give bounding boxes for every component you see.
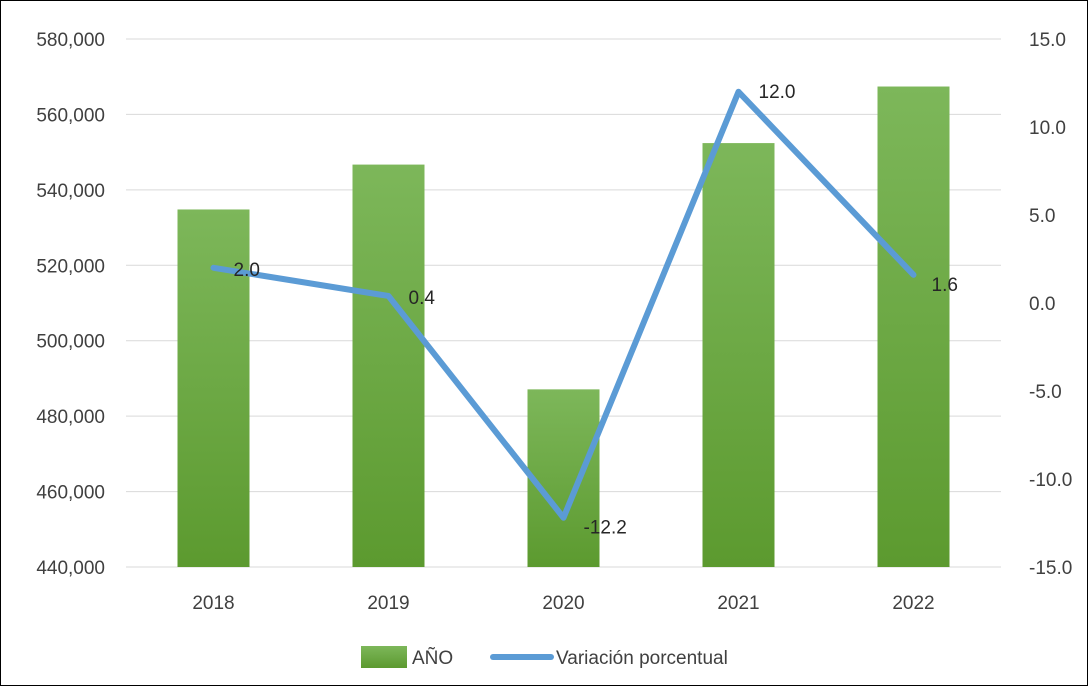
y-left-tick-label: 580,000	[36, 30, 105, 51]
y-right-tick-label: 15.0	[1029, 30, 1066, 51]
bar-2021	[702, 143, 775, 567]
y-right-tick-label: 0.0	[1029, 294, 1055, 315]
data-label-2018: 2.0	[234, 260, 260, 281]
legend-label-bar: AÑO	[412, 647, 453, 669]
x-tick-label: 2020	[542, 593, 584, 614]
bar-2022	[877, 86, 950, 568]
legend-label-line: Variación porcentual	[556, 648, 728, 669]
data-label-2022: 1.6	[932, 275, 958, 296]
y-right-tick-label: -10.0	[1029, 470, 1072, 491]
bar-2019	[352, 164, 425, 568]
y-left-tick-label: 560,000	[36, 105, 105, 126]
y-left-tick-label: 540,000	[36, 181, 105, 202]
data-label-2021: 12.0	[759, 82, 796, 103]
data-label-2020: -12.2	[584, 518, 627, 539]
legend-swatch-bar	[361, 646, 407, 668]
y-left-tick-label: 500,000	[36, 332, 105, 353]
y-right-tick-label: 5.0	[1029, 206, 1055, 227]
y-left-tick-label: 440,000	[36, 558, 105, 579]
y-left-tick-label: 520,000	[36, 256, 105, 277]
y-left-tick-label: 480,000	[36, 407, 105, 428]
y-left-tick-label: 460,000	[36, 483, 105, 504]
bar-2020	[527, 389, 600, 567]
bar-series	[177, 86, 950, 568]
x-tick-label: 2018	[192, 593, 234, 614]
line-series	[210, 88, 917, 521]
axes: 440,000 460,000 480,000 500,000 520,000 540,0…	[36, 30, 1072, 614]
data-label-2019: 0.4	[409, 288, 436, 309]
y-right-tick-label: -5.0	[1029, 382, 1062, 403]
x-tick-label: 2021	[717, 593, 759, 614]
y-right-tick-label: -15.0	[1029, 558, 1072, 579]
data-labels: 2.0 0.4 -12.2 12.0 1.6	[234, 82, 958, 539]
x-tick-label: 2022	[892, 593, 934, 614]
y-right-tick-label: 10.0	[1029, 118, 1066, 139]
legend: AÑO Variación porcentual	[361, 646, 728, 669]
x-tick-label: 2019	[367, 593, 409, 614]
